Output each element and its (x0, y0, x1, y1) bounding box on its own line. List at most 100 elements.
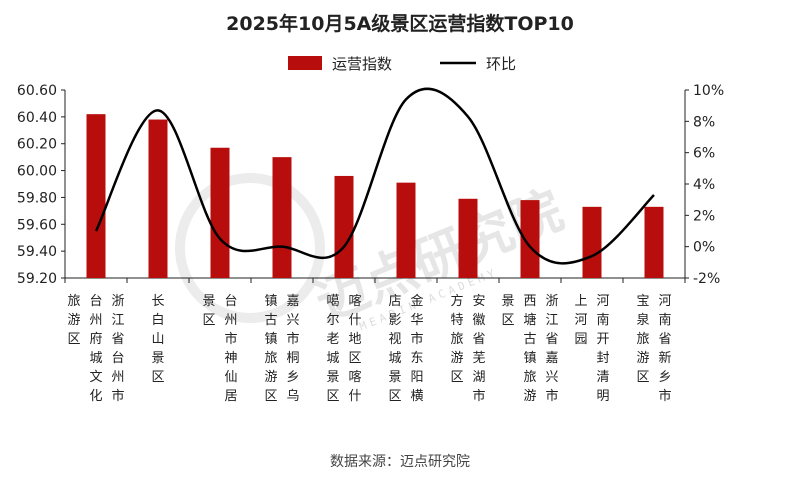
category-char: 城 (89, 351, 102, 366)
category-char: 喀 (348, 293, 361, 309)
y-left-tick-label: 59.80 (17, 190, 57, 206)
category-char: 芜 (472, 351, 485, 366)
category-char: 桐 (286, 351, 299, 366)
category-char: 游 (523, 389, 536, 404)
bar-4 (272, 157, 292, 278)
category-label-column: 台州市神仙居 (224, 294, 237, 404)
category-char: 旅 (67, 294, 80, 309)
y-right-tick-label: 8% (693, 114, 715, 130)
category-char: 兴 (545, 370, 558, 385)
category-char: 地 (348, 332, 361, 347)
category-char: 西 (523, 294, 536, 309)
category-label-column: 安徽省芜湖市 (472, 294, 485, 404)
category-label-2: 长白山景区 (151, 294, 164, 385)
bar-7 (458, 198, 478, 278)
bar-8 (520, 200, 540, 278)
legend-swatch-bar (288, 56, 322, 70)
category-char: 镇 (523, 351, 536, 366)
line-series (94, 87, 655, 265)
category-char: 白 (151, 312, 164, 328)
category-char: 景 (501, 294, 514, 309)
category-label-column: 河南开封清明 (596, 294, 609, 404)
category-char: 华 (410, 313, 423, 328)
category-char: 东 (410, 351, 423, 366)
category-char: 区 (450, 370, 463, 385)
category-char: 宝 (636, 294, 649, 309)
category-char: 州 (224, 313, 237, 328)
bar-10 (644, 206, 664, 278)
category-char: 长 (151, 294, 164, 309)
bar-6 (396, 182, 416, 278)
category-char: 尔 (326, 313, 339, 328)
category-char: 园 (574, 332, 587, 347)
category-char: 游 (264, 370, 277, 385)
category-char: 城 (388, 351, 401, 366)
y-left-tick-label: 60.20 (17, 137, 57, 153)
y-left-tick-label: 60.00 (17, 164, 57, 180)
category-char: 区 (388, 389, 401, 404)
category-char: 省 (545, 332, 558, 347)
category-label-column: 上河园 (574, 294, 587, 347)
category-char: 特 (450, 313, 463, 328)
source-note: 数据来源：迈点研究院 (330, 454, 470, 470)
category-char: 金 (410, 293, 423, 309)
category-char: 省 (111, 332, 124, 347)
bar-1 (86, 114, 106, 279)
category-label-column: 台州府城文化 (89, 294, 102, 404)
category-char: 阳 (410, 370, 423, 385)
category-char: 游 (450, 351, 463, 366)
category-char: 州 (89, 313, 102, 328)
category-label-column: 金华市东阳横 (410, 293, 423, 404)
category-char: 乡 (658, 370, 671, 385)
category-char: 景 (202, 294, 215, 309)
category-char: 嘉 (545, 351, 558, 366)
category-char: 徽 (472, 313, 485, 328)
category-char: 泉 (636, 312, 649, 328)
watermark-logo-icon (175, 173, 325, 323)
category-char: 影 (388, 313, 401, 328)
category-char: 居 (224, 389, 237, 404)
category-char: 古 (523, 332, 536, 347)
category-char: 古 (264, 313, 277, 328)
category-label-column: 方特旅游区 (450, 293, 463, 385)
legend: 运营指数 环比 (288, 55, 516, 73)
category-char: 景 (151, 351, 164, 366)
y-right-tick-label: -2% (693, 271, 720, 287)
category-char: 旅 (264, 351, 277, 366)
category-char: 省 (658, 332, 671, 347)
axes: 59.20 59.40 59.60 59.80 60.00 60.20 60.40 60.60… (17, 83, 724, 287)
category-char: 安 (472, 294, 485, 309)
category-label-column: 浙江省嘉兴市 (545, 294, 558, 404)
bar-9 (582, 206, 602, 278)
category-char: 仙 (224, 370, 237, 385)
category-char: 区 (636, 370, 649, 385)
category-char: 河 (596, 294, 609, 309)
category-char: 江 (111, 313, 124, 328)
category-char: 景 (326, 370, 339, 385)
category-char: 店 (388, 294, 401, 309)
category-char: 区 (67, 332, 80, 347)
category-char: 新 (658, 350, 671, 366)
category-char: 方 (450, 293, 463, 309)
category-char: 市 (286, 331, 299, 347)
category-char: 区 (151, 370, 164, 385)
category-label-column: 旅游区 (67, 294, 80, 347)
y-left-tick-label: 60.60 (17, 83, 57, 99)
category-char: 嘉 (286, 294, 299, 309)
category-char: 河 (658, 294, 671, 309)
category-char: 噶 (326, 294, 339, 309)
category-char: 乡 (286, 370, 299, 385)
y-right-tick-label: 6% (693, 146, 715, 162)
category-char: 化 (89, 389, 102, 404)
category-char: 旅 (636, 332, 649, 347)
category-label-column: 宝泉旅游区 (636, 294, 649, 385)
line-series-path (94, 87, 655, 265)
category-char: 视 (388, 332, 401, 347)
